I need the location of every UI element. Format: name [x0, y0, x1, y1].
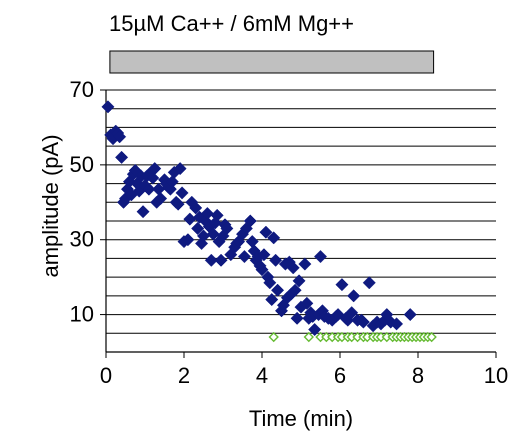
- data-point-filled: [113, 130, 127, 144]
- data-point-filled: [171, 197, 185, 211]
- data-point-filled: [206, 227, 220, 241]
- data-point-filled: [259, 225, 273, 239]
- x-tick-label: 0: [100, 363, 112, 388]
- data-point-filled: [173, 162, 187, 176]
- y-tick-label: 10: [70, 302, 94, 327]
- data-point-filled: [136, 205, 150, 219]
- x-tick-label: 10: [484, 363, 508, 388]
- data-point-filled: [403, 308, 417, 322]
- data-point-filled: [335, 278, 349, 292]
- data-point-filled: [269, 253, 283, 267]
- data-point-filled: [257, 248, 271, 262]
- y-tick-label: 30: [70, 227, 94, 252]
- condition-label: 15µM Ca++ / 6mM Mg++: [109, 11, 354, 36]
- data-point-filled: [204, 253, 218, 267]
- data-points: [101, 100, 437, 343]
- data-point-filled: [308, 322, 322, 337]
- data-point-filled: [288, 283, 302, 297]
- data-point-filled: [154, 191, 168, 206]
- data-point-filled: [362, 276, 376, 290]
- y-tick-label: 70: [70, 77, 94, 102]
- data-point-filled: [292, 274, 306, 288]
- data-point-filled: [115, 150, 129, 164]
- data-point-filled: [200, 206, 214, 221]
- data-point-filled: [245, 235, 259, 249]
- data-point-open: [268, 331, 279, 343]
- data-point-filled: [175, 186, 189, 200]
- data-point-filled: [345, 306, 359, 320]
- y-axis-title: amplitude (pA): [38, 134, 63, 277]
- data-point-filled: [356, 315, 370, 329]
- data-point-open: [303, 331, 314, 343]
- data-point-filled: [243, 214, 257, 228]
- data-point-filled: [300, 296, 314, 310]
- data-point-filled: [389, 317, 404, 331]
- data-point-filled: [220, 221, 234, 236]
- data-point-filled: [181, 233, 195, 247]
- data-point-filled: [290, 311, 304, 325]
- data-point-filled: [148, 162, 162, 176]
- data-point-filled: [255, 263, 269, 277]
- data-point-filled: [298, 257, 312, 271]
- data-point-filled: [146, 171, 160, 185]
- data-point-filled: [101, 100, 115, 114]
- data-point-filled: [263, 276, 277, 290]
- data-point-filled: [286, 261, 300, 275]
- data-point-filled: [267, 231, 281, 245]
- data-point-filled: [142, 182, 156, 196]
- data-point-filled: [347, 289, 361, 303]
- data-point-filled: [210, 208, 224, 222]
- x-axis-title: Time (min): [249, 406, 353, 431]
- tick-labels: 10 30 50 70 0 2 4 6 8 10: [70, 77, 509, 388]
- gridlines: [106, 89, 496, 334]
- data-point-filled: [313, 250, 328, 264]
- x-tick-label: 2: [178, 363, 190, 388]
- data-point-filled: [237, 250, 252, 264]
- x-tick-label: 4: [256, 363, 268, 388]
- condition-bar: [109, 50, 435, 74]
- data-point-filled: [214, 253, 228, 267]
- data-point-filled: [189, 201, 203, 215]
- data-point-filled: [183, 212, 197, 226]
- data-point-filled: [265, 293, 279, 307]
- data-point-filled: [165, 175, 179, 189]
- data-point-filled: [191, 221, 205, 236]
- x-tick-label: 8: [412, 363, 424, 388]
- data-point-open: [426, 331, 437, 343]
- y-tick-label: 50: [70, 152, 94, 177]
- x-tick-label: 6: [334, 363, 346, 388]
- data-point-filled: [271, 283, 285, 297]
